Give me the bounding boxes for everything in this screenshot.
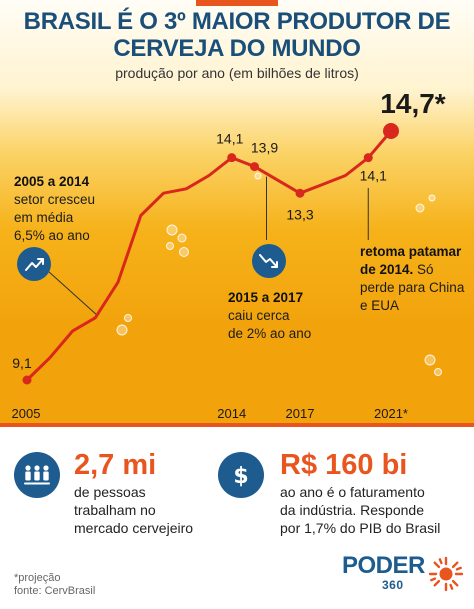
- x-tick-label: 2014: [217, 406, 246, 421]
- page-title: BRASIL É O 3º MAIOR PRODUTOR DE CERVEJA …: [23, 8, 451, 62]
- people-icon: [14, 452, 60, 498]
- footer: *projeção fonte: CervBrasil: [14, 572, 95, 598]
- chart-bottom-line: [0, 423, 474, 427]
- bubble: [166, 224, 178, 236]
- data-label-2021: 14,7*: [380, 88, 445, 119]
- beer-bubbles: [116, 172, 442, 376]
- data-point-2017: [295, 188, 305, 198]
- recovery-line-2: e EUA: [360, 298, 400, 313]
- production-line: [25, 129, 393, 382]
- decline-annotation: 2015 a 2017 caiu cerca de 2% ao ano: [228, 289, 348, 343]
- recovery-tail: Só: [413, 262, 434, 277]
- growth-heading: 2005 a 2014: [14, 174, 90, 189]
- decline-heading: 2015 a 2017: [228, 290, 304, 305]
- revenue-line-2: da indústria. Responde: [280, 502, 424, 518]
- bubble: [116, 324, 128, 336]
- workers-line-1: de pessoas: [74, 484, 146, 500]
- line-chart: 9,1 14,1 13,9 13,3 14,1 14,7* 2005 2014 2017 202…: [12, 88, 446, 421]
- data-point-2020: [363, 153, 373, 163]
- data-point-2014: [227, 153, 237, 163]
- data-label-2005: 9,1: [12, 355, 32, 371]
- bubble: [424, 354, 436, 366]
- x-axis-ticks: 2005 2014 2017 2021*: [12, 406, 408, 421]
- revenue-line-1: ao ano é o faturamento: [280, 484, 425, 500]
- beer-background: [0, 0, 474, 425]
- bubble: [434, 368, 442, 376]
- source-note: fonte: CervBrasil: [14, 585, 96, 597]
- decline-line-1: caiu cerca: [228, 308, 290, 323]
- dollar-icon: $: [218, 452, 264, 498]
- bubble: [415, 203, 425, 213]
- data-point-2021: [383, 123, 399, 139]
- growth-line-3: 6,5% ao ano: [14, 228, 90, 243]
- bubble: [124, 314, 132, 322]
- workers-description: de pessoas trabalham no mercado cervejei…: [74, 483, 214, 537]
- growth-annotation: 2005 a 2014 setor cresceu em média 6,5% …: [14, 173, 134, 245]
- growth-line-1: setor cresceu: [14, 192, 96, 207]
- data-labels: 9,1 14,1 13,9 13,3 14,1 14,7*: [12, 88, 446, 371]
- x-tick-label: 2005: [12, 406, 41, 421]
- recovery-heading-1: retoma patamar: [360, 244, 462, 259]
- recovery-line-1: perde para China: [360, 280, 465, 295]
- x-tick-label: 2017: [286, 406, 315, 421]
- data-point-2005: [22, 375, 32, 385]
- top-accent-bar: [196, 0, 278, 6]
- data-label-2015: 13,9: [251, 140, 278, 156]
- trend-up-icon: [17, 247, 51, 281]
- workers-line-2: trabalham no: [74, 502, 156, 518]
- logo-word: PODER: [342, 552, 425, 579]
- data-point-2015: [250, 162, 259, 172]
- bubble: [179, 247, 189, 257]
- revenue-description: ao ano é o faturamento da indústria. Res…: [280, 483, 470, 537]
- workers-value: 2,7 mi: [74, 449, 157, 481]
- revenue-line-3: por 1,7% do PIB do Brasil: [280, 520, 441, 536]
- data-label-2014: 14,1: [216, 131, 243, 147]
- poder360-logo[interactable]: PODER 360: [342, 552, 466, 602]
- logo-number: 360: [382, 578, 404, 592]
- bubble: [254, 172, 262, 180]
- bubble: [166, 242, 174, 250]
- recovery-annotation: retoma patamar de 2014. Só perde para Ch…: [360, 243, 472, 315]
- projection-note: *projeção: [14, 572, 61, 584]
- bubble: [428, 194, 436, 202]
- data-points: [22, 123, 399, 385]
- trend-down-icon: [252, 244, 286, 278]
- svg-text:$: $: [233, 464, 248, 489]
- revenue-value: R$ 160 bi: [280, 449, 408, 481]
- decline-line-2: de 2% ao ano: [228, 326, 312, 341]
- growth-line-2: em média: [14, 210, 74, 225]
- chart-subtitle: produção por ano (em bilhões de litros): [115, 65, 359, 81]
- recovery-heading-2: de 2014.: [360, 262, 414, 277]
- sun-icon: [428, 556, 464, 592]
- x-tick-label: 2021*: [374, 406, 408, 421]
- bubble: [177, 233, 187, 243]
- data-label-2020: 14,1: [360, 168, 387, 184]
- workers-line-3: mercado cervejeiro: [74, 520, 194, 536]
- data-label-2017: 13,3: [286, 206, 313, 222]
